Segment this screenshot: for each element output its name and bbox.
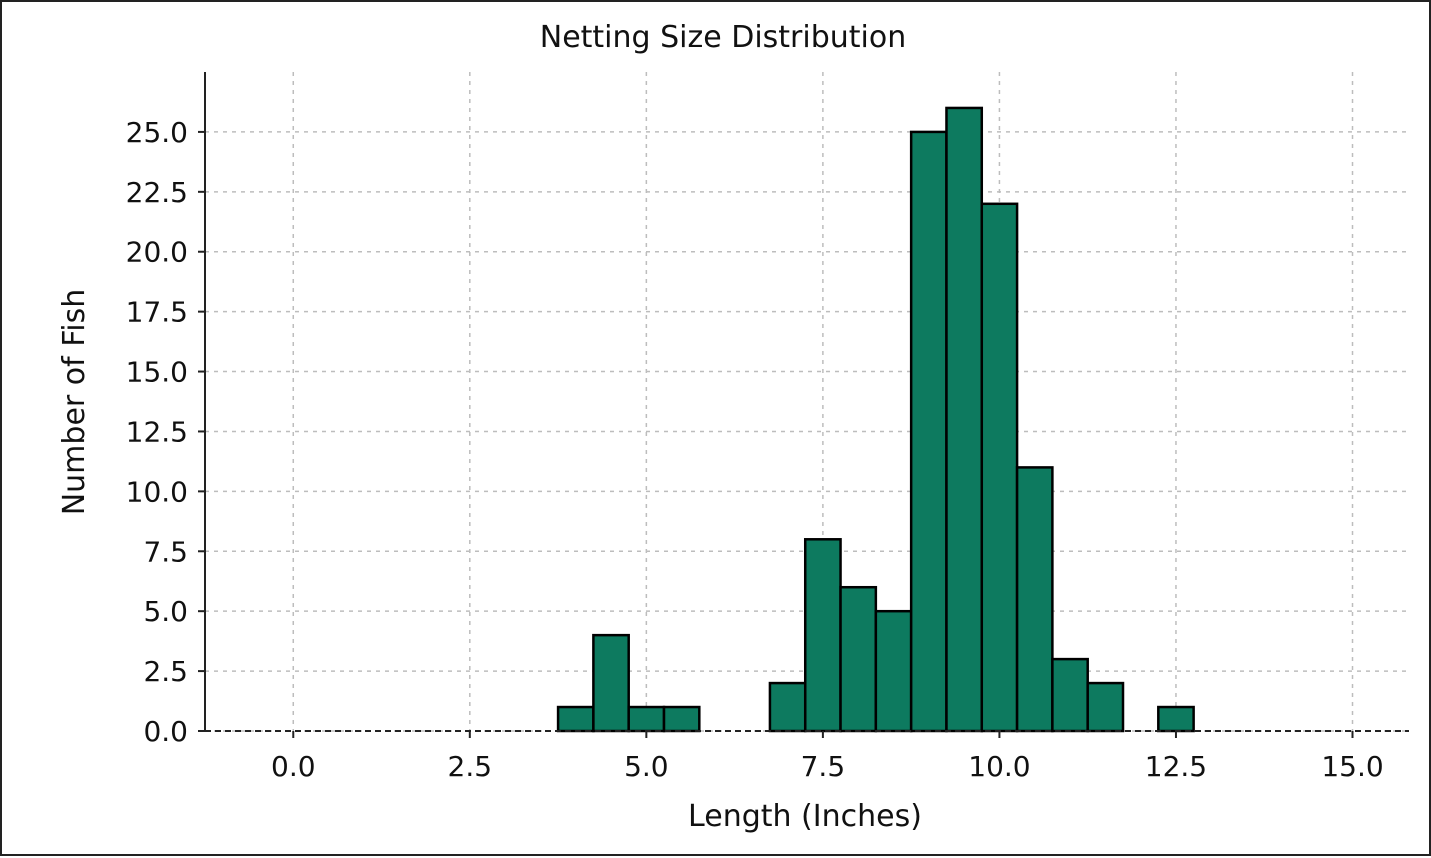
y-tick-label: 5.0 xyxy=(143,595,188,628)
histogram-bar xyxy=(768,681,807,733)
y-tick-label: 12.5 xyxy=(126,415,188,448)
grid-layer xyxy=(205,72,1409,732)
chart-title: Netting Size Distribution xyxy=(540,20,907,55)
histogram-bar xyxy=(1051,657,1089,733)
x-tick-label: 5.0 xyxy=(624,750,669,783)
histogram-bar xyxy=(1086,681,1125,733)
histogram-bar xyxy=(627,705,666,733)
x-tick-label: 12.5 xyxy=(1145,750,1207,783)
histogram-bar xyxy=(839,585,878,733)
y-tick-label: 15.0 xyxy=(126,356,188,389)
y-axis-label: Number of Fish xyxy=(57,289,92,516)
bar-layer xyxy=(556,106,1195,733)
y-tick-label: 20.0 xyxy=(126,236,188,269)
x-tick-label: 10.0 xyxy=(968,750,1030,783)
x-tick-label: 7.5 xyxy=(801,750,846,783)
histogram-bar xyxy=(874,609,913,733)
histogram-bar xyxy=(1157,705,1195,733)
histogram-bar xyxy=(803,538,842,733)
x-tick-label: 0.0 xyxy=(271,750,316,783)
histogram-bar xyxy=(662,705,701,733)
x-axis-label: Length (Inches) xyxy=(688,799,922,834)
x-tick-label: 15.0 xyxy=(1321,750,1383,783)
histogram-bar xyxy=(980,202,1019,733)
histogram-bar xyxy=(556,705,595,733)
histogram-bar xyxy=(1015,466,1054,733)
x-tick-label: 2.5 xyxy=(448,750,493,783)
y-tick-label: 2.5 xyxy=(143,655,188,688)
histogram-bar xyxy=(945,106,984,733)
axis-layer: 0.0 2.5 5.0 7.5 10.0 12.5 15.0 0.0 2.5 5.0 7.5 10.0… xyxy=(126,72,1409,783)
y-tick-label: 17.5 xyxy=(126,296,188,329)
y-tick-label: 0.0 xyxy=(143,715,188,748)
y-tick-label: 7.5 xyxy=(143,535,188,568)
y-tick-label: 25.0 xyxy=(126,116,188,149)
y-tick-label: 22.5 xyxy=(126,176,188,209)
histogram-bar xyxy=(592,633,630,733)
y-tick-label: 10.0 xyxy=(126,475,188,508)
histogram-bar xyxy=(909,130,948,733)
